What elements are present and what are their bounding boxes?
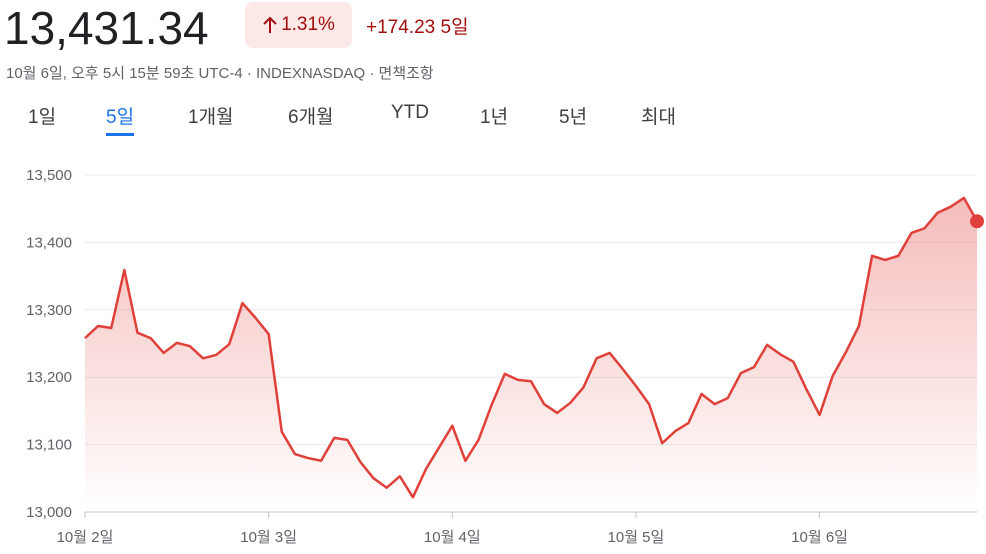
price-line xyxy=(84,196,979,499)
y-tick-label: 13,200 xyxy=(26,369,72,386)
tab[interactable]: 6개월 xyxy=(288,107,334,128)
tab[interactable]: 1일 xyxy=(28,107,57,128)
tab[interactable]: 1년 xyxy=(480,107,509,128)
y-tick-label: 13,500 xyxy=(26,167,72,184)
y-tick-label: 13,100 xyxy=(26,437,72,454)
x-tick-label: 10월 5일 xyxy=(608,529,665,546)
x-tick-label: 10월 2일 xyxy=(57,529,114,546)
last-point xyxy=(970,214,984,229)
change-percent: 1.31% xyxy=(281,14,335,35)
period: 5일 xyxy=(440,17,469,38)
tab[interactable]: 1개월 xyxy=(188,107,234,128)
tab[interactable]: 5년 xyxy=(559,107,588,128)
tab[interactable]: 5일 xyxy=(106,102,135,136)
change-percent-badge: 1.31% xyxy=(245,2,352,48)
price: 13,431.34 xyxy=(4,2,209,54)
x-tick-label: 10월 6일 xyxy=(791,529,848,546)
x-tick-label: 10월 4일 xyxy=(424,529,481,546)
change: +174.23 5일 xyxy=(366,12,469,39)
up-arrow xyxy=(263,16,277,33)
change-value: +174.23 xyxy=(366,17,436,38)
area xyxy=(85,197,977,512)
tab[interactable]: 최대 xyxy=(641,107,676,128)
y-tick-label: 13,300 xyxy=(26,302,72,319)
tab[interactable]: YTD xyxy=(391,102,429,123)
subtitle: 10월 6일, 오후 5시 15분 59초 UTC-4 · INDEXNASDA… xyxy=(6,65,434,82)
y-tick-label: 13,000 xyxy=(26,504,72,521)
y-tick-label: 13,400 xyxy=(26,234,72,251)
x-tick-label: 10월 3일 xyxy=(240,529,297,546)
